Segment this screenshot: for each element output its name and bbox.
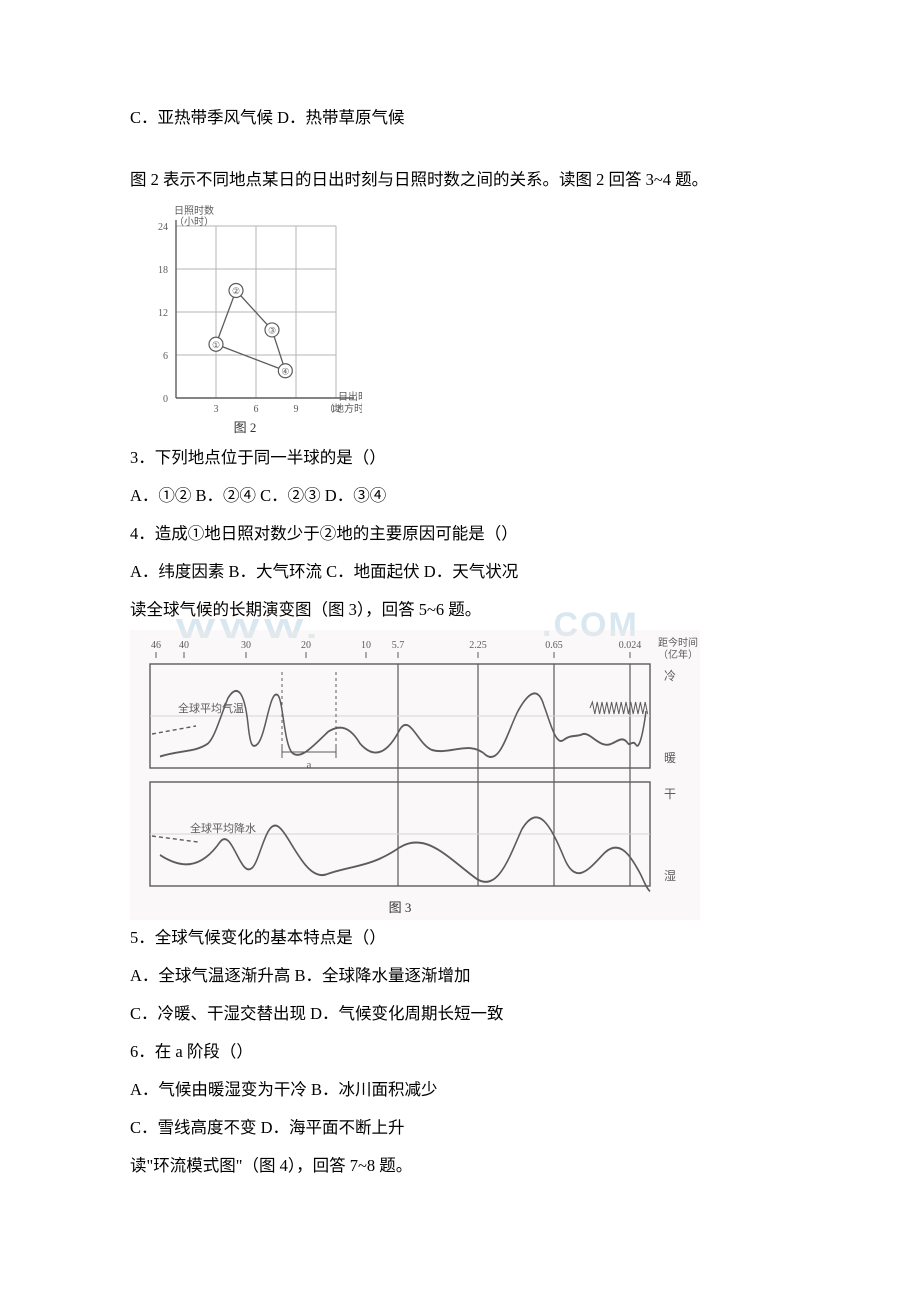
svg-text:20: 20 [301,640,311,651]
svg-text:9: 9 [294,404,299,415]
q4-options: A．纬度因素 B．大气环流 C．地面起伏 D．天气状况 [130,554,790,590]
svg-text:干: 干 [664,787,676,801]
q3-options: A．①② B．②④ C．②③ D．③④ [130,478,790,514]
q6-options-cd: C．雪线高度不变 D．海平面不断上升 [130,1110,790,1146]
q5-options-cd: C．冷暖、干湿交替出现 D．气候变化周期长短一致 [130,996,790,1032]
svg-text:18: 18 [158,265,168,276]
svg-text:③: ③ [268,325,276,335]
svg-text:（亿年）: （亿年） [658,648,698,661]
svg-text:3: 3 [214,404,219,415]
svg-text:6: 6 [163,351,168,362]
svg-text:全球平均气温: 全球平均气温 [178,701,244,715]
q6-stem: 6．在 a 阶段（） [130,1034,790,1070]
q4-stem: 4．造成①地日照对数少于②地的主要原因可能是（） [130,516,790,552]
intro-q5-6-wrap: 读全球气候的长期演变图（图 3），回答 5~6 题。 WWW. .COM [130,592,790,628]
svg-text:距今时间: 距今时间 [658,636,698,649]
figure-2: 0612182436912日照时数（小时）日出时刻（地方时）①②③④图 2 [130,200,790,440]
q3-stem: 3．下列地点位于同一半球的是（） [130,440,790,476]
svg-text:（地方时）: （地方时） [324,402,362,415]
q6-options-ab: A．气候由暖湿变为干冷 B．冰川面积减少 [130,1072,790,1108]
svg-text:a: a [307,759,312,771]
figure-3-svg: 46 40 30 20 10 5.7 2.25 0.65 0.024 距今时间（亿年） 冷暖干湿 全球… [130,630,700,920]
svg-text:日照时数: 日照时数 [174,204,214,217]
svg-text:全球平均降水: 全球平均降水 [190,821,256,835]
figure-2-svg: 0612182436912日照时数（小时）日出时刻（地方时）①②③④图 2 [130,200,362,440]
svg-text:图 3: 图 3 [389,900,412,915]
svg-text:④: ④ [281,366,289,376]
svg-text:2.25: 2.25 [469,640,487,651]
figure-3: 46 40 30 20 10 5.7 2.25 0.65 0.024 距今时间（亿年） 冷暖干湿 全球… [130,630,790,920]
svg-text:0.024: 0.024 [619,640,642,651]
svg-text:6: 6 [254,404,259,415]
svg-text:5.7: 5.7 [392,640,405,651]
intro-q7-8: 读"环流模式图"（图 4），回答 7~8 题。 [130,1148,790,1184]
svg-text:0.65: 0.65 [545,640,563,651]
svg-text:①: ① [212,340,220,350]
q5-options-ab: A．全球气温逐渐升高 B．全球降水量逐渐增加 [130,958,790,994]
svg-text:10: 10 [361,640,371,651]
svg-text:（小时）: （小时） [174,216,214,228]
intro-q5-6: 读全球气候的长期演变图（图 3），回答 5~6 题。 [130,592,790,628]
svg-text:46: 46 [151,640,161,651]
svg-text:冷: 冷 [664,669,676,683]
svg-text:30: 30 [241,640,251,651]
intro-q3-4: 图 2 表示不同地点某日的日出时刻与日照时数之间的关系。读图 2 回答 3~4 … [130,162,790,198]
spacer [130,138,790,162]
svg-text:24: 24 [158,222,168,233]
svg-text:12: 12 [158,308,168,319]
svg-text:40: 40 [179,640,189,651]
svg-text:暖: 暖 [664,751,676,765]
svg-text:0: 0 [163,394,168,405]
svg-text:日出时刻: 日出时刻 [338,390,362,403]
svg-text:湿: 湿 [664,868,676,883]
svg-text:②: ② [232,286,240,296]
option-cd-line: C．亚热带季风气候 D．热带草原气候 [130,100,790,136]
svg-text:图 2: 图 2 [234,420,257,435]
q5-stem: 5．全球气候变化的基本特点是（） [130,920,790,956]
